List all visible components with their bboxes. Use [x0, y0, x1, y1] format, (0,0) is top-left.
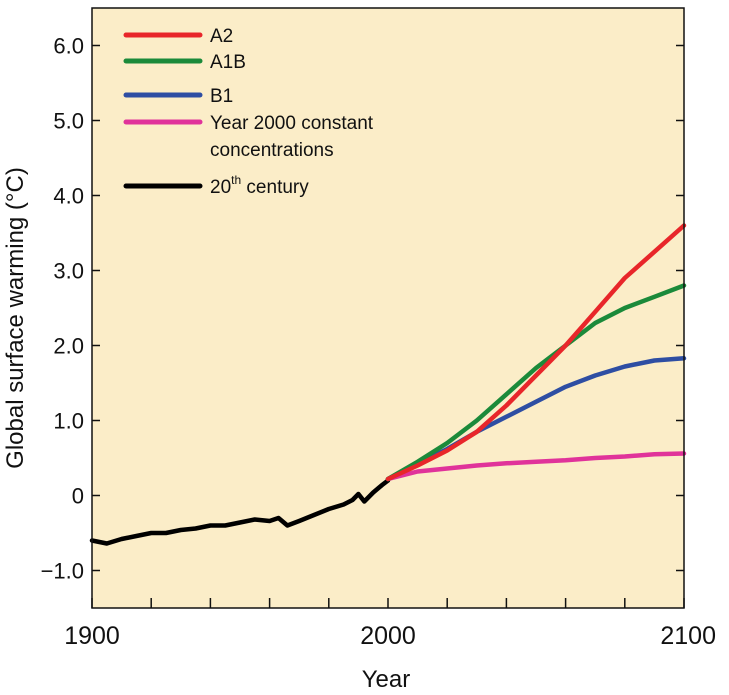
y-tick-label: 3.0 [53, 259, 84, 284]
x-axis-title: Year [362, 666, 411, 693]
legend-label: 20th century [210, 173, 309, 198]
legend-label: A2 [210, 26, 233, 47]
series-line-year-2000-constant-concentrations [385, 451, 687, 482]
y-tick-label: 4.0 [53, 184, 84, 209]
y-tick-label: −1.0 [41, 559, 84, 584]
legend-label: Year 2000 constant [210, 113, 374, 134]
legend: A2 A1B B1 Year 2000 constant concentrations 2… [123, 26, 374, 198]
x-tick-label: 2000 [360, 622, 416, 650]
y-tick-label: 1.0 [53, 409, 84, 434]
legend-label-line2: concentrations [210, 140, 334, 161]
series-line-a2 [385, 223, 687, 482]
legend-label: B1 [210, 86, 233, 107]
y-tick-label: 2.0 [53, 334, 84, 359]
series-layer [89, 223, 687, 546]
x-tick-label: 1900 [64, 622, 120, 650]
series-line-20th-century [89, 478, 391, 546]
y-tick-label: 6.0 [53, 34, 84, 59]
x-tick-label: 2100 [660, 622, 716, 650]
y-tick-label: 5.0 [53, 109, 84, 134]
ticks-layer: −1.0 0 1.0 2.0 3.0 4.0 5.0 6.0 1900 2000 2100 [41, 34, 716, 651]
plot-background [92, 8, 684, 608]
series-line-a1b [385, 283, 687, 482]
legend-label: A1B [210, 52, 246, 73]
y-tick-label: 0 [72, 484, 84, 509]
y-axis-title: Global surface warming (°C) [2, 167, 29, 469]
